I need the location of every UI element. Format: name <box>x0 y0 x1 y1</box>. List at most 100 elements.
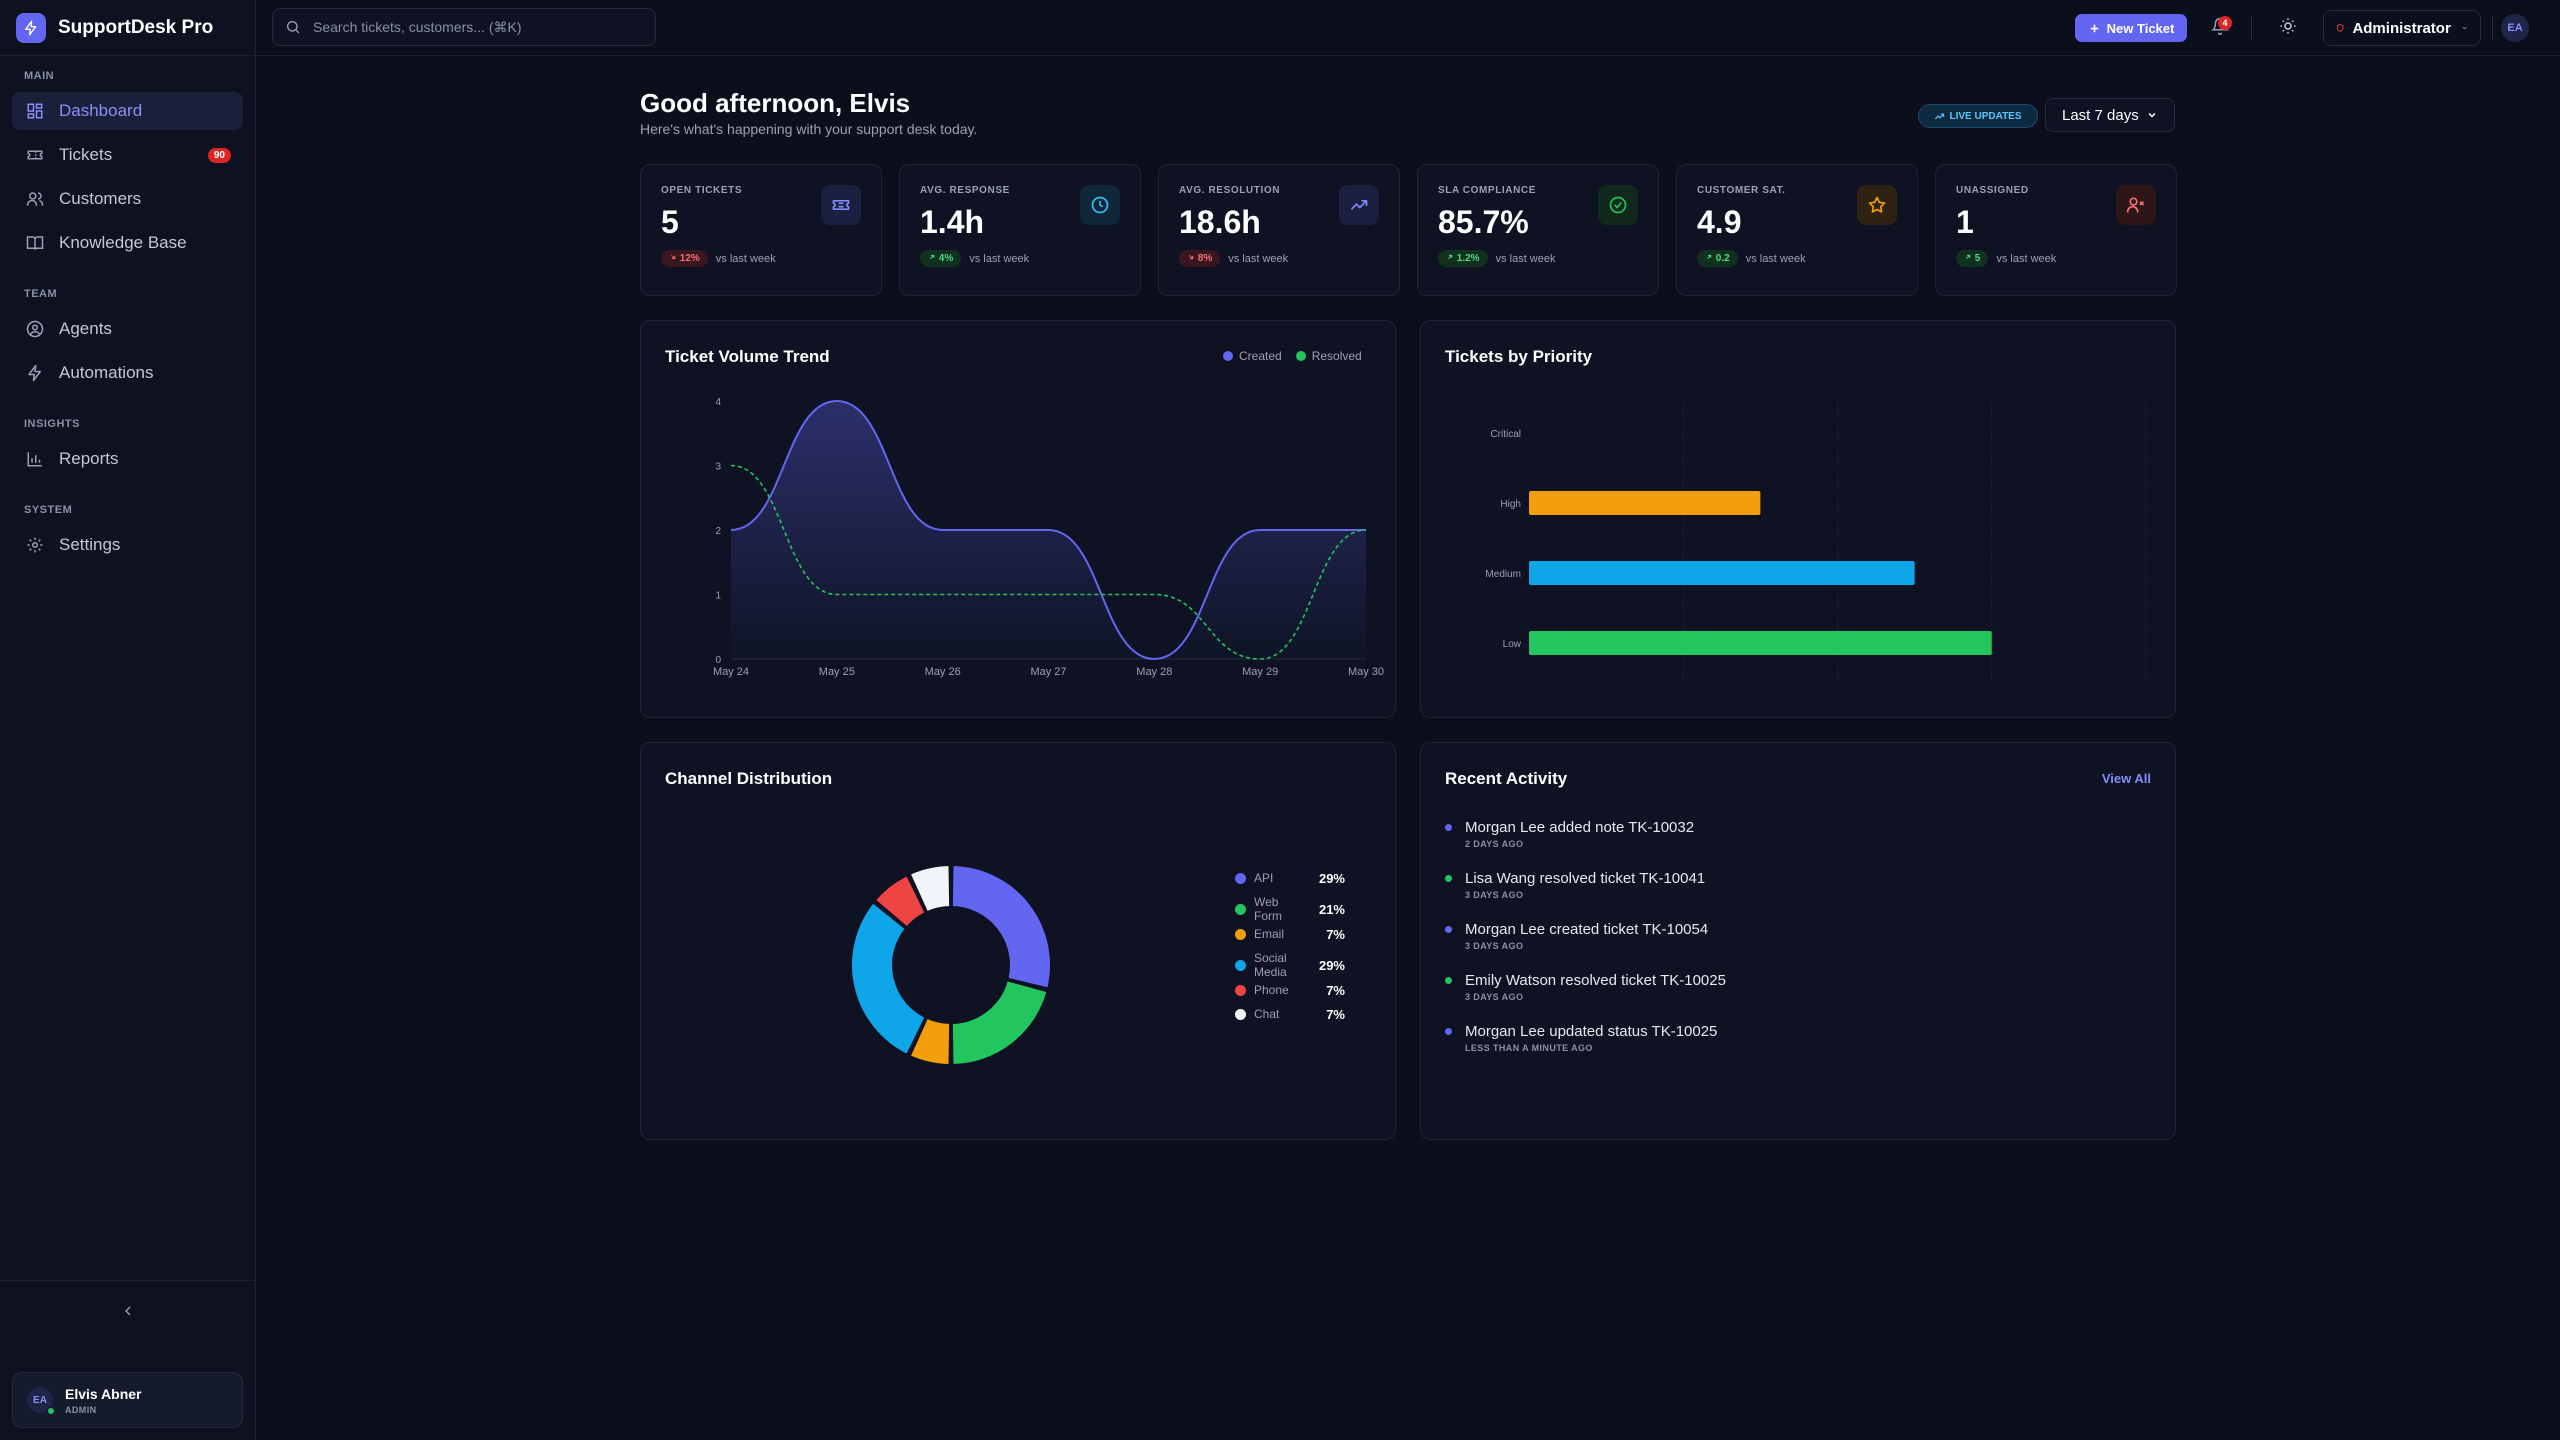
search-box[interactable] <box>272 8 656 46</box>
avatar: EA <box>27 1387 56 1416</box>
recent-activity-panel: Recent Activity View All Morgan Lee adde… <box>1420 742 2176 1140</box>
panel-title: Tickets by Priority <box>1445 347 1593 366</box>
activity-dot <box>1445 926 1452 933</box>
legend-dot-resolved <box>1295 351 1306 361</box>
chart-legend: Created Resolved <box>1223 349 1362 363</box>
sidebar-item-label: Automations <box>59 363 154 382</box>
user-profile-card[interactable]: EA Elvis Abner ADMIN <box>12 1372 243 1428</box>
view-all-link[interactable]: View All <box>2101 771 2151 786</box>
activity-dot <box>1445 875 1452 882</box>
stat-value: 85.7% <box>1438 204 1529 240</box>
tickets-priority-panel: Tickets by Priority Critical High Medium Lo… <box>1420 320 2176 718</box>
dashboard-icon <box>25 101 45 121</box>
legend-label-created: Created <box>1239 349 1282 363</box>
brand[interactable]: SupportDesk Pro <box>0 0 255 56</box>
sidebar-item-label: Customers <box>59 189 142 208</box>
stat-delta-badge: 4% <box>920 250 962 267</box>
book-icon <box>25 233 45 253</box>
x-tick-label: May 30 <box>1348 666 1384 678</box>
check-circle-icon <box>1598 185 1638 225</box>
legend-label: API <box>1254 871 1274 885</box>
donut-slice[interactable] <box>873 873 927 929</box>
stat-label: UNASSIGNED <box>1956 185 2029 196</box>
priority-bar[interactable] <box>1529 491 1761 515</box>
donut-legend-item: Web Form 21% <box>1235 895 1345 923</box>
stat-delta-badge: 12% <box>661 250 708 267</box>
donut-slice[interactable] <box>950 979 1049 1067</box>
donut-slice[interactable] <box>850 901 927 1057</box>
legend-dot <box>1235 959 1246 971</box>
sidebar: SupportDesk Pro MAIN Dashboard Tickets 9… <box>0 0 256 1440</box>
stat-card-avg-resolution[interactable]: AVG. RESOLUTION 18.6h 8% vs last week <box>1158 164 1400 296</box>
legend-label: Email <box>1254 927 1285 941</box>
live-updates-badge[interactable]: LIVE UPDATES <box>1918 104 2038 128</box>
sidebar-item-customers[interactable]: Customers <box>12 180 243 218</box>
sidebar-item-label: Settings <box>59 535 121 554</box>
stat-footer: 5 vs last week <box>1956 250 2156 267</box>
activity-text: Morgan Lee created ticket TK-10054 <box>1465 921 1709 938</box>
nav-section-insights: INSIGHTS <box>24 418 80 430</box>
donut-slice[interactable] <box>950 863 1052 990</box>
y-tick-label: 4 <box>715 397 721 408</box>
priority-bar[interactable] <box>1529 561 1915 585</box>
legend-dot <box>1235 872 1246 884</box>
nav-section-main: MAIN <box>24 70 55 82</box>
donut-slice[interactable] <box>908 1016 952 1067</box>
brand-name: SupportDesk Pro <box>58 16 214 38</box>
legend-dot <box>1235 928 1246 940</box>
role-switcher[interactable]: Administrator <box>2323 10 2481 46</box>
plus-icon <box>2090 24 2098 32</box>
sidebar-item-reports[interactable]: Reports <box>12 440 243 478</box>
stat-card-customer-sat[interactable]: CUSTOMER SAT. 4.9 0.2 vs last week <box>1676 164 1918 296</box>
search-input[interactable] <box>313 19 643 35</box>
sidebar-item-label: Knowledge Base <box>59 233 187 252</box>
sidebar-item-dashboard[interactable]: Dashboard <box>12 92 243 130</box>
sidebar-item-label: Reports <box>59 449 119 468</box>
donut-legend-item: API 29% <box>1235 871 1345 886</box>
sidebar-item-automations[interactable]: Automations <box>12 354 243 392</box>
activity-dot <box>1445 824 1452 831</box>
stat-value: 18.6h <box>1179 204 1261 240</box>
activity-time: 3 DAYS AGO <box>1465 941 1524 951</box>
theme-toggle-button[interactable] <box>2279 17 2301 39</box>
online-status-dot <box>46 1406 56 1416</box>
users-icon <box>25 189 45 209</box>
stat-card-open-tickets[interactable]: OPEN TICKETS 5 12% vs last week <box>640 164 882 296</box>
channel-distribution-chart <box>850 863 1052 1067</box>
stat-delta: 1.2% <box>1456 253 1480 264</box>
donut-slice[interactable] <box>908 863 952 914</box>
sidebar-item-agents[interactable]: Agents <box>12 310 243 348</box>
collapse-sidebar-button[interactable] <box>0 1280 255 1340</box>
user-circle-icon <box>25 319 45 339</box>
sidebar-item-tickets[interactable]: Tickets 90 <box>12 136 243 174</box>
channel-distribution-panel: Channel Distribution API 29% Web Form 21% Em… <box>640 742 1396 1140</box>
priority-bar[interactable] <box>1529 631 1992 655</box>
stat-delta: 8% <box>1197 253 1213 264</box>
avatar[interactable]: EA <box>2501 14 2529 42</box>
panel-title: Channel Distribution <box>665 769 833 788</box>
nav-section-team: TEAM <box>24 288 58 300</box>
new-ticket-button[interactable]: New Ticket <box>2075 14 2187 42</box>
sidebar-item-settings[interactable]: Settings <box>12 526 243 564</box>
sidebar-item-knowledge-base[interactable]: Knowledge Base <box>12 224 243 262</box>
x-tick-label: May 29 <box>1242 666 1278 678</box>
chevron-down-icon <box>2148 112 2156 118</box>
donut-legend-item: Social Media 29% <box>1235 951 1345 979</box>
ticket-volume-panel: Ticket Volume Trend Created Resolved 0 1 2… <box>640 320 1396 718</box>
legend-label: Social Media <box>1254 951 1287 979</box>
date-range-label: Last 7 days <box>2062 106 2139 124</box>
y-tick-label: 0 <box>715 655 721 666</box>
y-tick-label: 2 <box>715 526 721 537</box>
role-label: Administrator <box>2352 19 2451 37</box>
bar-chart-icon <box>25 449 45 469</box>
legend-label-resolved: Resolved <box>1311 349 1362 363</box>
stat-card-avg-response[interactable]: AVG. RESPONSE 1.4h 4% vs last week <box>899 164 1141 296</box>
lightning-logo-icon <box>16 12 46 43</box>
page-title: Good afternoon, Elvis <box>640 88 911 118</box>
stat-footer: 4% vs last week <box>920 250 1120 267</box>
date-range-select[interactable]: Last 7 days <box>2045 98 2175 132</box>
stat-card-sla-compliance[interactable]: SLA COMPLIANCE 85.7% 1.2% vs last week <box>1417 164 1659 296</box>
gear-icon <box>25 535 45 555</box>
legend-dot <box>1235 984 1246 996</box>
stat-card-unassigned[interactable]: UNASSIGNED 1 5 vs last week <box>1935 164 2177 296</box>
